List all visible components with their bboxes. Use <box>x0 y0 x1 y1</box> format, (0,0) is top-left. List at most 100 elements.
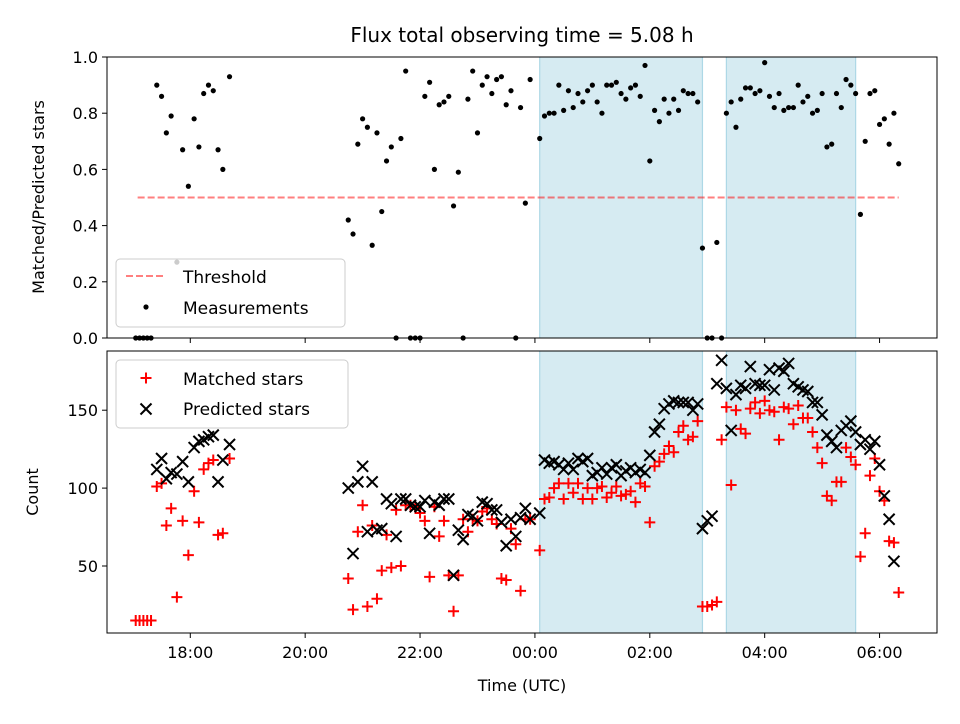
predicted-star-point <box>187 441 201 454</box>
y-tick-label: 0.0 <box>73 329 98 348</box>
predicted-star-point <box>638 466 652 479</box>
measurement-point <box>479 82 485 88</box>
predicted-star-point <box>342 481 355 495</box>
matched-star-point <box>629 496 641 508</box>
predicted-star-point <box>413 500 427 514</box>
predicted-star-point <box>887 555 901 568</box>
predicted-star-point <box>739 382 752 395</box>
legend-matched-swatch <box>140 372 152 384</box>
matched-star-point <box>754 407 766 419</box>
measurement-point <box>446 93 452 99</box>
measurement-point <box>843 76 849 83</box>
measurement-point <box>786 104 792 111</box>
matched-star-point <box>778 401 790 413</box>
predicted-star-point <box>729 388 743 401</box>
chart-title: Flux total observing time = 5.08 h <box>350 23 693 47</box>
top-y-axis-label: Matched/Predicted stars <box>29 100 48 294</box>
measurement-point <box>809 110 816 116</box>
measurement-point <box>422 93 428 99</box>
y-tick-label: 1.0 <box>73 48 98 67</box>
predicted-star-point <box>806 396 819 409</box>
measurement-point <box>867 90 873 97</box>
highlight-span-fill <box>726 351 856 633</box>
measurement-point <box>369 242 375 248</box>
measurement-point <box>465 96 471 102</box>
matched-star-point <box>787 418 799 430</box>
measurement-point <box>196 144 202 150</box>
measurement-point <box>776 90 782 97</box>
measurement-point <box>427 79 433 85</box>
predicted-star-point <box>471 514 484 528</box>
predicted-star-point <box>681 396 695 409</box>
top-legend: Threshold Measurements <box>115 258 346 328</box>
matched-star-point <box>720 401 732 413</box>
matched-star-point <box>515 585 527 597</box>
matched-star-point <box>160 519 172 531</box>
matched-star-point <box>538 493 550 505</box>
measurement-point <box>556 82 562 88</box>
predicted-star-point <box>811 396 824 409</box>
matched-star-point <box>610 481 622 493</box>
measurement-point <box>226 74 233 80</box>
predicted-star-point <box>456 533 470 546</box>
matched-star-point <box>768 406 780 418</box>
predicted-star-point <box>581 452 594 465</box>
measurement-point <box>494 76 500 83</box>
measurement-point <box>747 85 753 91</box>
measurement-point <box>522 200 528 206</box>
measurement-point <box>364 124 370 130</box>
matched-star-point <box>414 507 426 519</box>
predicted-star-point <box>878 489 891 503</box>
matched-star-point <box>826 495 838 507</box>
y-tick-label: 150 <box>67 401 98 420</box>
predicted-star-point <box>648 425 661 439</box>
predicted-star-point <box>691 397 704 411</box>
measurement-point <box>771 104 777 111</box>
matched-star-point <box>835 476 847 488</box>
predicted-star-point <box>677 396 690 409</box>
predicted-star-point <box>858 433 872 447</box>
predicted-star-point <box>801 385 814 398</box>
matched-star-point <box>433 530 445 542</box>
matched-star-point <box>596 481 608 493</box>
measurement-point <box>675 107 682 113</box>
y-tick-label: 100 <box>67 479 98 498</box>
predicted-star-point <box>724 424 738 437</box>
top-legend-box <box>115 258 346 328</box>
predicted-star-point <box>815 408 829 422</box>
matched-star-point <box>716 434 728 446</box>
predicted-star-point <box>447 569 460 582</box>
predicted-star-point <box>715 354 728 367</box>
matched-star-point <box>725 479 737 491</box>
matched-star-point <box>653 456 665 468</box>
measurement-point <box>805 93 811 99</box>
predicted-star-point <box>720 382 733 395</box>
matched-star-point <box>792 400 804 412</box>
measurement-point <box>383 158 390 164</box>
matched-star-point <box>212 529 224 541</box>
measurement-point <box>220 166 226 172</box>
measurement-point <box>800 99 806 105</box>
matched-star-point <box>615 490 627 502</box>
measurement-point <box>872 88 878 94</box>
legend-predicted-label: Predicted stars <box>183 400 310 420</box>
measurement-point <box>355 141 361 147</box>
measurement-point <box>613 79 619 85</box>
measurement-point <box>503 102 509 108</box>
matched-star-point <box>224 453 236 465</box>
matched-star-point <box>438 515 450 527</box>
predicted-star-point <box>825 435 838 448</box>
legend-matched-label: Matched stars <box>183 370 303 390</box>
matched-star-point <box>802 412 814 424</box>
matched-star-point <box>816 457 828 469</box>
measurement-point <box>790 104 797 111</box>
predicted-star-point <box>519 502 532 515</box>
measurement-point <box>158 93 165 99</box>
predicted-star-point <box>394 492 408 506</box>
bottom-legend-box <box>115 359 349 429</box>
matched-star-point <box>673 426 685 438</box>
predicted-star-point <box>442 492 455 506</box>
matched-star-point <box>663 440 675 452</box>
measurement-point <box>450 203 457 209</box>
